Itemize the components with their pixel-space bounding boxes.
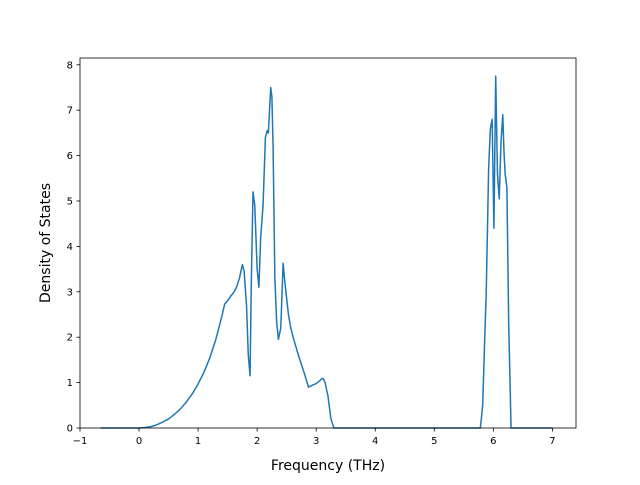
y-tick-label: 0 [67, 424, 73, 435]
x-tick-label: 4 [372, 436, 378, 447]
y-tick-label: 6 [67, 151, 73, 162]
x-axis-label: Frequency (THz) [271, 458, 385, 474]
y-tick-label: 7 [67, 106, 73, 117]
y-tick-label: 4 [67, 242, 73, 253]
dos-series-line [100, 75, 553, 429]
x-tick-label: 2 [254, 436, 260, 447]
plot-area [100, 75, 553, 429]
y-tick-label: 1 [67, 378, 73, 389]
axes-frame [79, 57, 577, 429]
y-tick-label: 3 [67, 287, 73, 298]
y-tick-label: 5 [67, 197, 73, 208]
y-tick-label: 8 [67, 60, 73, 71]
x-tick-label: 0 [136, 436, 142, 447]
y-axis-label: Density of States [38, 183, 54, 303]
x-tick-label: 5 [431, 436, 437, 447]
x-tick-label: 3 [313, 436, 319, 447]
x-tick-label: 6 [490, 436, 496, 447]
x-tick-label: 7 [549, 436, 555, 447]
x-tick-label: −1 [73, 436, 88, 447]
x-tick-label: 1 [195, 436, 201, 447]
y-tick-label: 2 [67, 333, 73, 344]
